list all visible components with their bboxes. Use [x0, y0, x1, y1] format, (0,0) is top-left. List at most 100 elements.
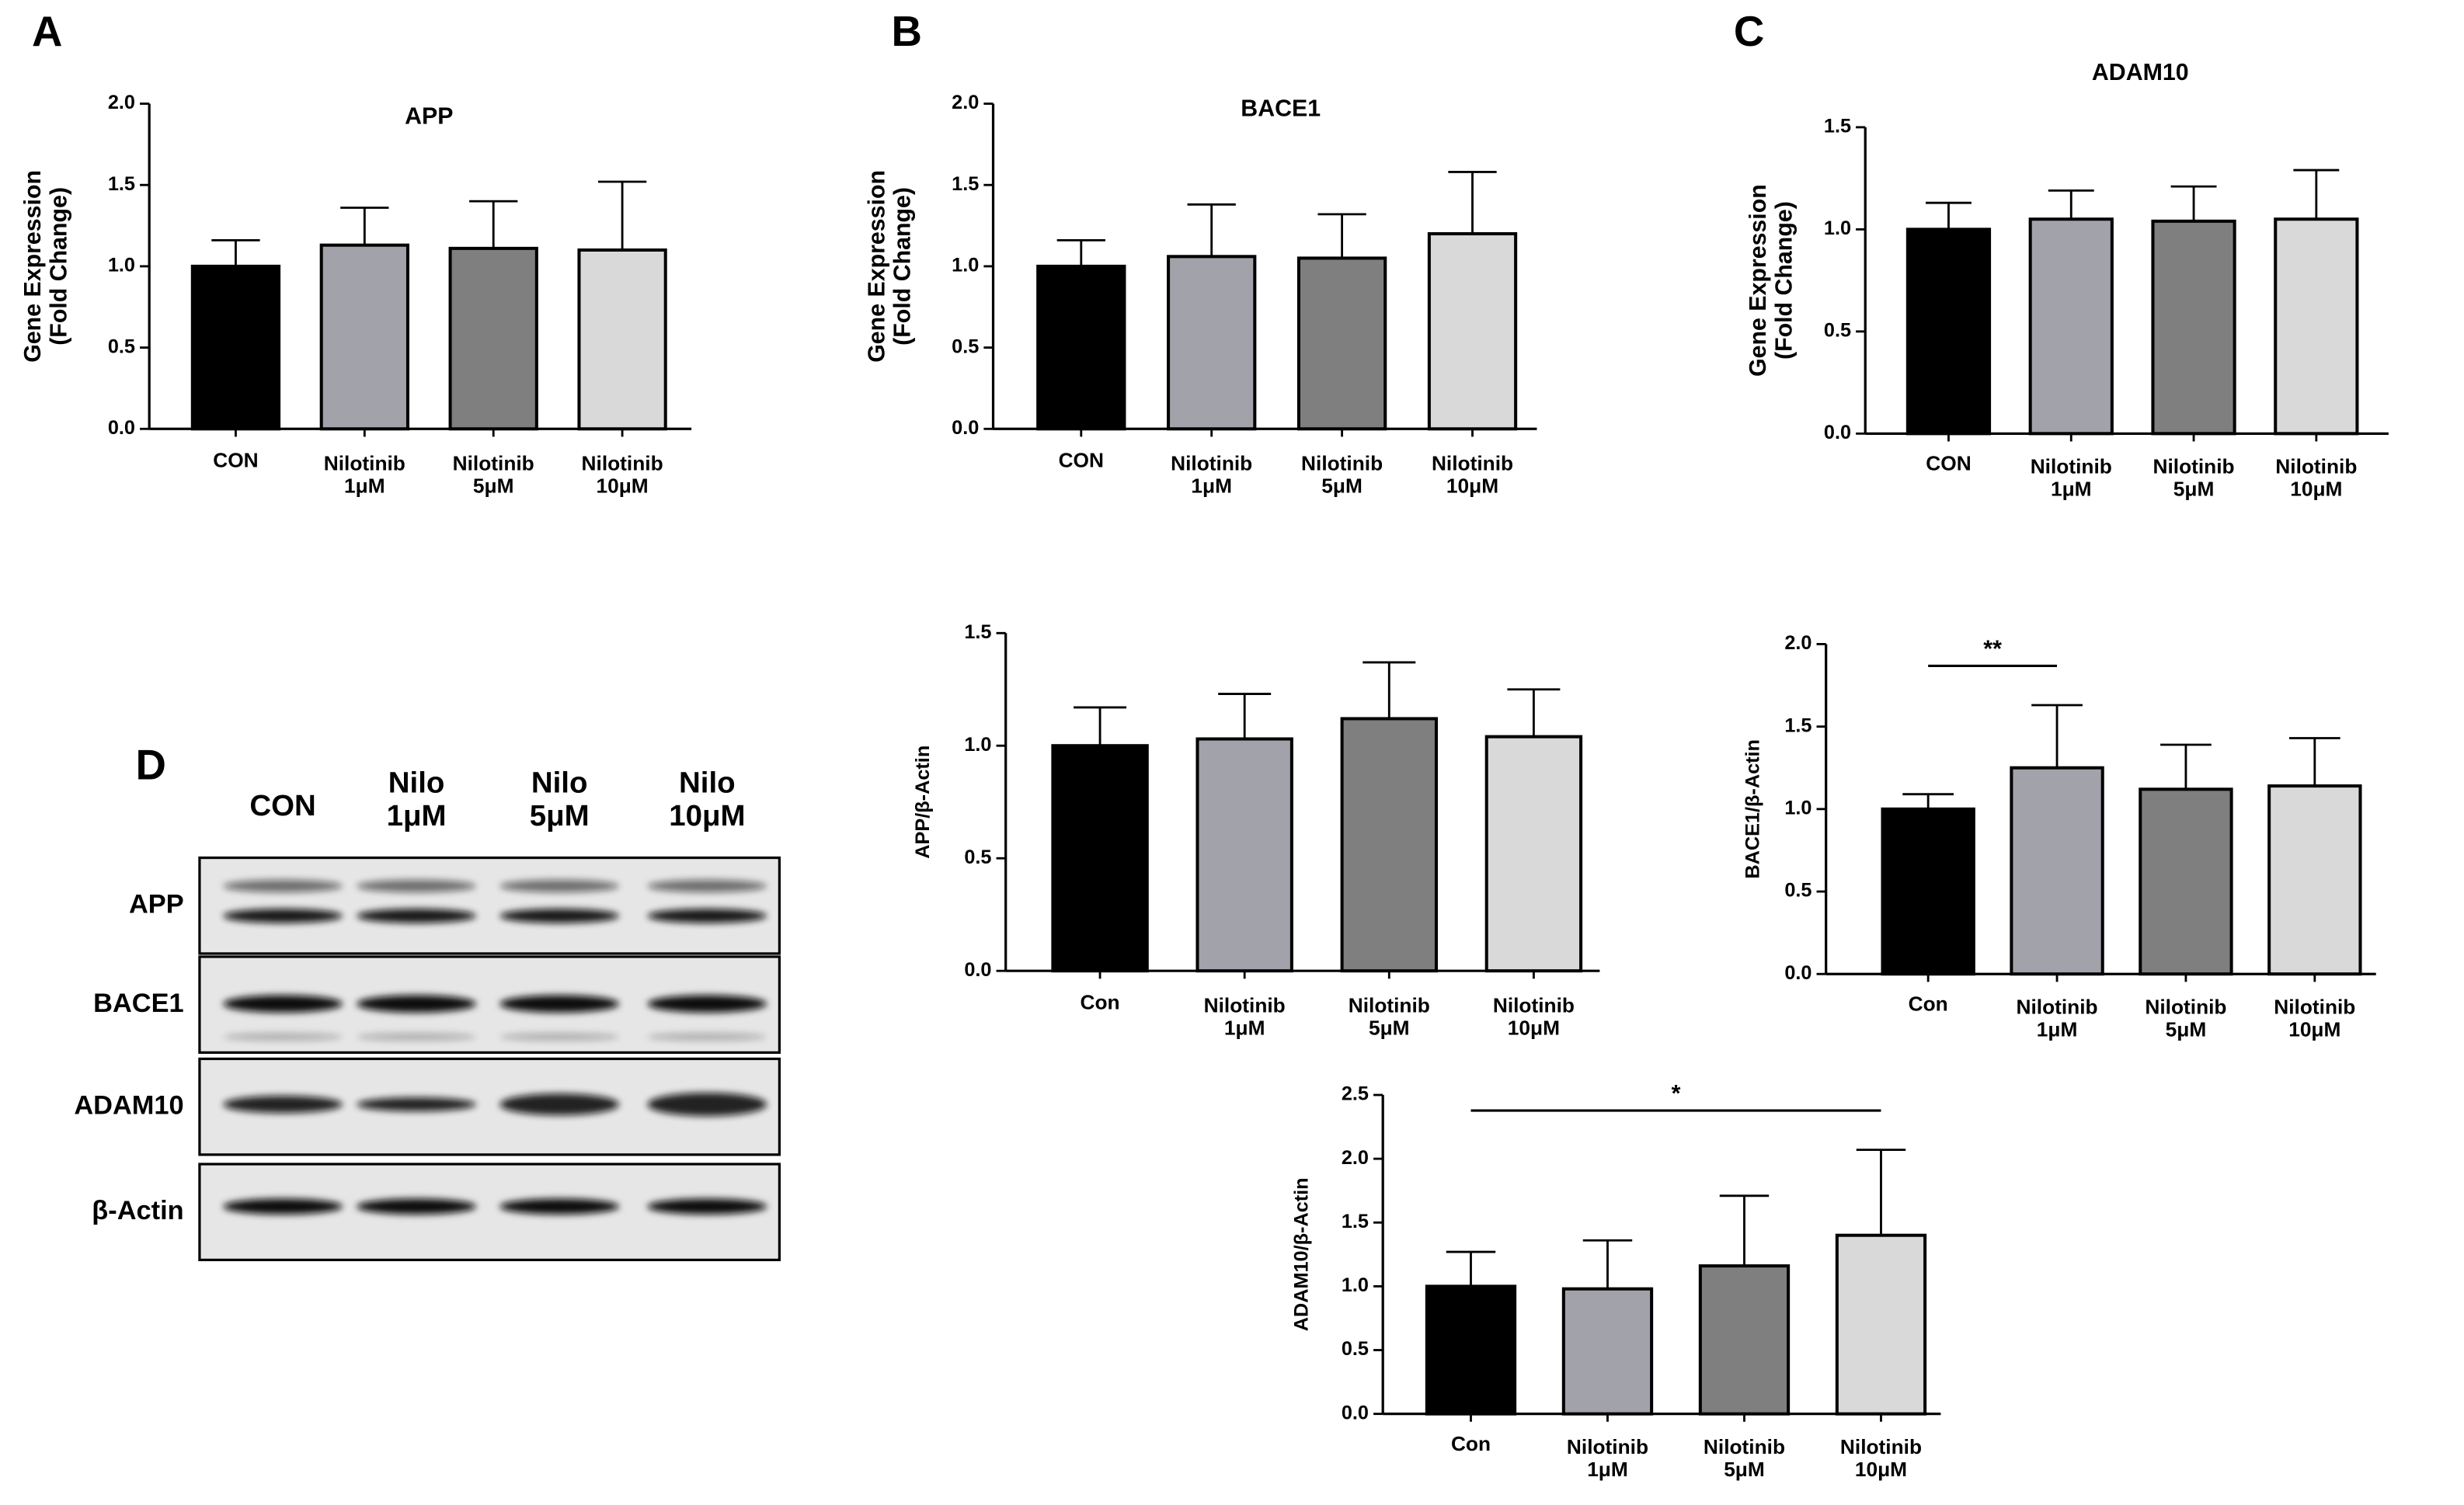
x-tick-label: Nilotinib 5μM — [1704, 1435, 1785, 1481]
text-line: 10μM — [1446, 474, 1498, 497]
band — [647, 1033, 767, 1041]
y-tick-label: 1.5 — [108, 173, 135, 195]
x-tick-label: Con — [1451, 1432, 1491, 1455]
bar — [448, 246, 538, 431]
x-tick-label: Nilotinib 10μM — [2274, 995, 2355, 1041]
x-tick-label: CON — [1926, 452, 1971, 475]
y-tick-label: 1.5 — [1342, 1211, 1369, 1232]
text-line: 1μM — [2037, 1017, 2078, 1041]
y-tick-label: 1.5 — [1784, 714, 1811, 736]
band — [499, 909, 620, 923]
y-tick-label: 2.0 — [108, 92, 135, 113]
significance-label: * — [1672, 1081, 1681, 1107]
band — [357, 909, 476, 923]
panel-label: B — [892, 8, 922, 55]
bar — [2267, 784, 2362, 976]
bar — [1905, 228, 1992, 436]
lane-label: Nilo 5μM — [530, 766, 590, 832]
x-tick-label: Nilotinib 1μM — [2016, 995, 2097, 1041]
text-line: Gene Expression — [1745, 184, 1771, 377]
text-line: Gene Expression — [864, 170, 889, 363]
text-line: 10μM — [1508, 1016, 1560, 1039]
y-tick-label: 0.5 — [108, 335, 135, 357]
band — [223, 909, 343, 923]
row-label: β-Actin — [92, 1196, 183, 1225]
y-tick-label: 0.0 — [952, 417, 979, 439]
text-line: Nilotinib — [2145, 995, 2226, 1018]
text-line: Nilotinib — [2016, 995, 2097, 1018]
text-line: 5μM — [2173, 477, 2215, 500]
text-line: 1μM — [344, 474, 385, 497]
row-label: ADAM10 — [74, 1090, 183, 1120]
text-line: 10μM — [596, 474, 648, 497]
bar — [2274, 217, 2359, 436]
text-line: 10μM — [2288, 1017, 2340, 1041]
band — [357, 995, 476, 1013]
chart: BACE1/β-Actin 0.0 0.5 1.0 1.5 2.0 Con Nilotinib… — [1742, 632, 2376, 1041]
y-axis-label: Gene Expression(Fold Change) — [1745, 184, 1797, 377]
bar — [1036, 264, 1126, 431]
text-line: 10μM — [1855, 1458, 1907, 1481]
y-tick-label: 2.0 — [1784, 632, 1811, 654]
text-line: Nilotinib — [2153, 454, 2234, 478]
text-line: 1μM — [1191, 474, 1232, 497]
text-line: Nilotinib — [1704, 1435, 1785, 1458]
x-tick-label: Nilotinib 1μM — [2031, 454, 2112, 500]
text-line: Nilotinib — [1432, 451, 1513, 474]
text-line: Gene Expression — [20, 170, 46, 363]
bar — [577, 248, 667, 431]
x-tick-label: Nilotinib 1μM — [1204, 993, 1286, 1039]
text-line: Nilotinib — [2274, 995, 2355, 1018]
text-line: Nilotinib — [1204, 993, 1286, 1017]
x-tick-label: Nilotinib 1μM — [324, 451, 405, 497]
bar — [1051, 744, 1149, 973]
y-tick-label: 0.0 — [1342, 1402, 1369, 1423]
y-tick-label: 0.5 — [1784, 880, 1811, 902]
text-line: Nilo — [679, 766, 736, 800]
bar — [1561, 1287, 1654, 1416]
bar — [1195, 737, 1293, 973]
panel-label: D — [135, 742, 165, 789]
y-tick-label: 1.5 — [1824, 116, 1851, 137]
bar — [2010, 766, 2104, 976]
text-line: 5μM — [1321, 474, 1363, 497]
band — [647, 1198, 767, 1215]
band — [647, 995, 767, 1013]
row-label: APP — [129, 889, 184, 919]
bar — [1427, 231, 1518, 431]
y-axis-label: Gene Expression(Fold Change) — [20, 170, 71, 363]
bar — [1698, 1264, 1791, 1416]
band — [499, 1093, 620, 1116]
y-tick-label: 1.0 — [1342, 1274, 1369, 1296]
x-tick-label: Nilotinib 10μM — [1432, 451, 1513, 497]
text-line: 10μM — [2290, 477, 2342, 500]
chart: A APP Gene Expression(Fold Change) 0.0 0.5 1.… — [20, 8, 692, 497]
y-tick-label: 1.0 — [1784, 797, 1811, 819]
bar — [1881, 807, 1975, 976]
bar — [2139, 787, 2233, 976]
y-tick-label: 1.0 — [108, 255, 135, 276]
chart-title: ADAM10 — [2092, 60, 2189, 85]
text-line: Nilotinib — [1349, 993, 1430, 1017]
x-tick-label: Nilotinib 5μM — [2153, 454, 2234, 500]
band — [223, 995, 343, 1013]
x-tick-label: Nilotinib 10μM — [582, 451, 663, 497]
text-line: Nilotinib — [1301, 451, 1383, 474]
bar — [1835, 1233, 1927, 1416]
y-axis-label: BACE1/β-Actin — [1742, 739, 1763, 879]
panel-label: A — [32, 8, 62, 55]
y-tick-label: 0.0 — [108, 417, 135, 439]
text-line: 1μM — [387, 799, 447, 832]
text-line: Nilotinib — [324, 451, 405, 474]
x-tick-label: Con — [1081, 991, 1120, 1014]
y-tick-label: 0.5 — [1342, 1338, 1369, 1360]
band — [647, 909, 767, 923]
y-axis-label: APP/β-Actin — [912, 746, 934, 859]
text-line: 5μM — [1724, 1458, 1765, 1481]
x-tick-label: Nilotinib 5μM — [453, 451, 534, 497]
y-axis-label: Gene Expression(Fold Change) — [864, 170, 915, 363]
text-line: Nilotinib — [1840, 1435, 1922, 1458]
text-line: Nilotinib — [2031, 454, 2112, 478]
